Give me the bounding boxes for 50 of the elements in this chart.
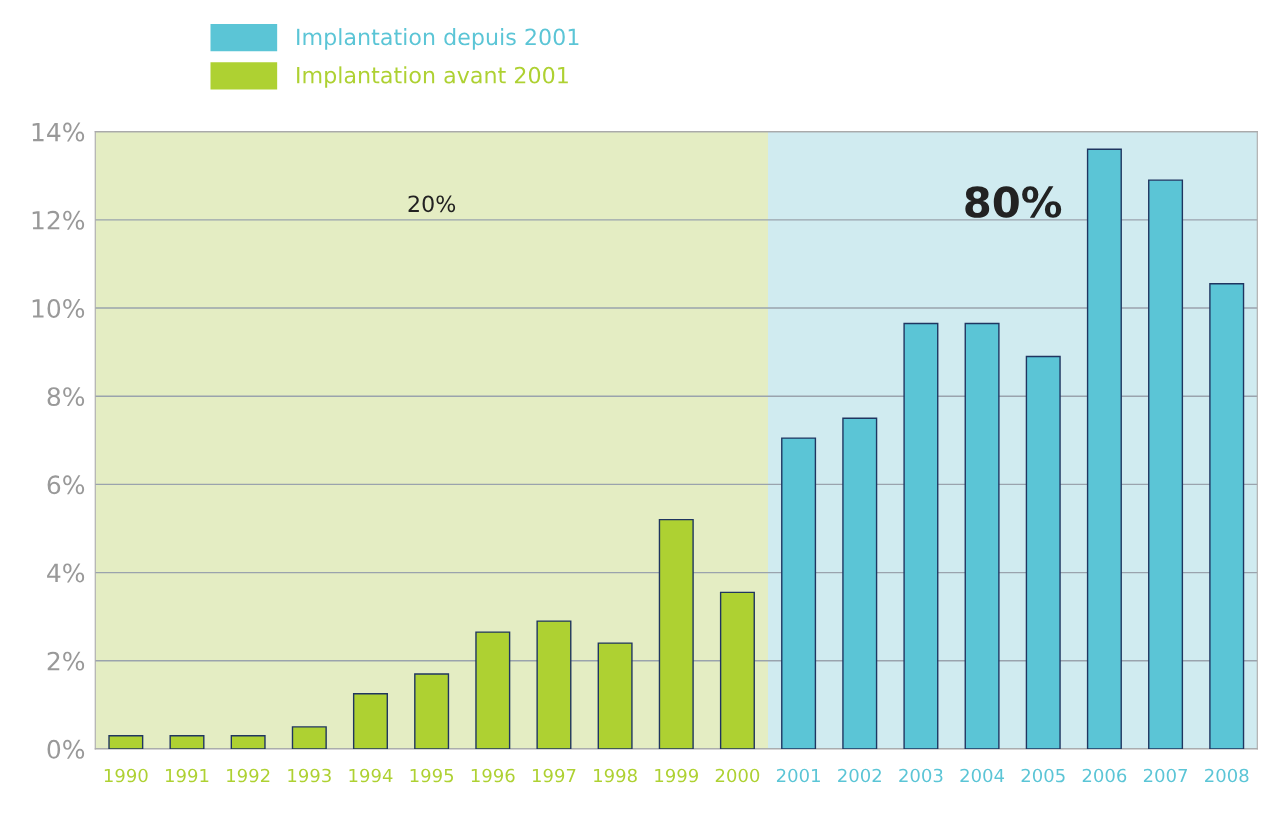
y-tick-label: 12%: [32, 210, 85, 230]
legend-label: Implantation depuis 2001: [297, 28, 579, 50]
x-tick-label: 2004: [960, 768, 1005, 783]
y-tick-label: 0%: [47, 739, 85, 759]
bar: [597, 642, 633, 749]
bar: [903, 322, 939, 749]
bar: [230, 735, 266, 749]
x-tick-label: 1994: [349, 768, 393, 783]
bar: [352, 693, 388, 749]
x-tick-label: 1992: [227, 768, 270, 783]
bar: [1025, 355, 1061, 749]
x-tick-label: 1990: [104, 768, 148, 783]
x-tick-label: 2005: [1021, 768, 1065, 783]
x-tick-label: 1993: [288, 768, 331, 783]
x-tick-label: 2002: [838, 768, 881, 783]
y-tick-label: 14%: [32, 122, 85, 142]
x-tick-label: 1995: [410, 768, 454, 783]
x-tick-label: 2006: [1082, 768, 1127, 783]
x-tick-label: 2001: [776, 768, 820, 783]
bar: [1086, 148, 1122, 749]
bar: [719, 591, 755, 749]
bar: [1209, 283, 1245, 749]
bar: [414, 673, 450, 749]
bar: [536, 620, 572, 749]
x-tick-label: 1998: [594, 768, 637, 783]
y-tick-label: 6%: [47, 475, 85, 495]
bar: [475, 631, 511, 749]
x-tick-label: 2000: [715, 768, 760, 783]
y-tick-label: 4%: [47, 563, 85, 583]
bar: [108, 735, 144, 749]
x-tick-label: 1996: [471, 768, 515, 783]
y-tick-label: 8%: [47, 387, 85, 407]
band-label: 80%: [965, 186, 1062, 218]
y-tick-label: 2%: [47, 651, 85, 671]
bar: [781, 437, 817, 749]
x-tick-label: 1999: [655, 768, 698, 783]
x-tick-label: 2008: [1205, 768, 1249, 783]
x-tick-label: 1997: [532, 768, 576, 783]
x-tick-label: 2007: [1143, 768, 1187, 783]
band-label: 20%: [408, 195, 456, 213]
bar: [169, 735, 205, 749]
legend-label: Implantation avant 2001: [297, 66, 568, 88]
x-tick-label: 2003: [899, 768, 943, 783]
bar: [1148, 179, 1184, 749]
bar: [658, 518, 694, 749]
bar: [291, 726, 327, 749]
bar: [842, 417, 878, 749]
y-tick-label: 10%: [32, 298, 85, 318]
bar: [964, 322, 1000, 749]
x-tick-label: 1991: [166, 768, 209, 783]
